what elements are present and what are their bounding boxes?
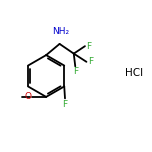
- Text: O: O: [24, 92, 31, 101]
- Text: F: F: [62, 100, 67, 109]
- Text: F: F: [86, 42, 91, 51]
- Text: F: F: [88, 57, 93, 66]
- Text: F: F: [73, 67, 78, 76]
- Text: NH₂: NH₂: [52, 27, 69, 36]
- Text: HCl: HCl: [125, 68, 143, 78]
